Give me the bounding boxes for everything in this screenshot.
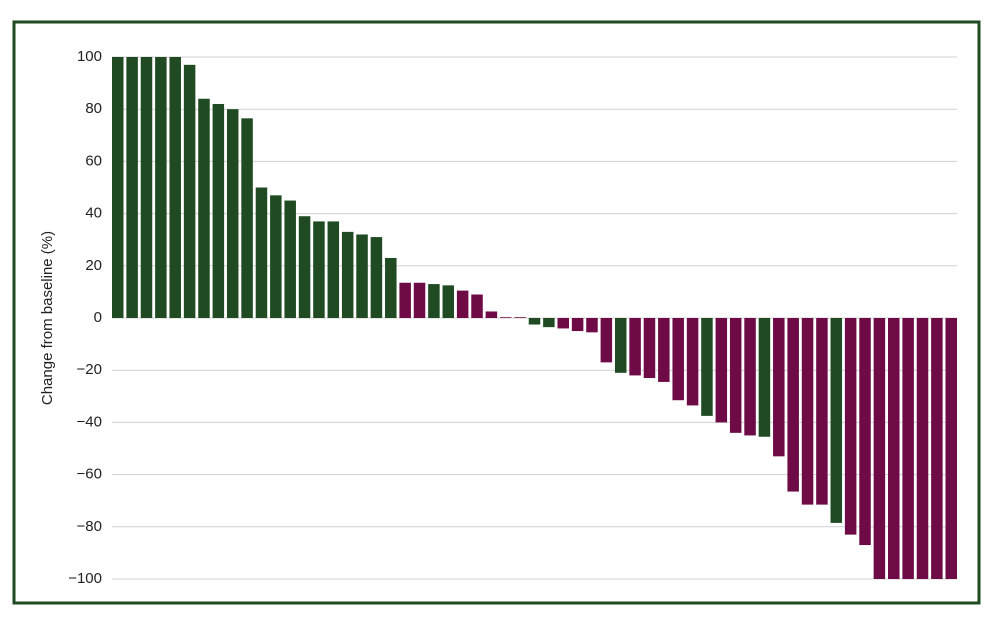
bar bbox=[500, 317, 512, 318]
bar bbox=[658, 318, 670, 382]
bar bbox=[456, 290, 469, 318]
bar bbox=[356, 234, 368, 318]
y-tick-label: 20 bbox=[85, 257, 102, 274]
bar bbox=[198, 98, 210, 318]
bar bbox=[226, 109, 239, 318]
bar bbox=[155, 57, 167, 318]
y-tick-label: 60 bbox=[85, 152, 102, 169]
bar bbox=[298, 216, 311, 318]
bar bbox=[284, 200, 296, 318]
bar bbox=[557, 318, 569, 329]
y-tick-label: 80 bbox=[85, 100, 102, 117]
bar bbox=[212, 103, 225, 318]
bar bbox=[370, 237, 383, 318]
bar bbox=[543, 318, 555, 328]
bar bbox=[801, 318, 814, 505]
bar bbox=[729, 318, 742, 433]
bar bbox=[528, 318, 541, 325]
bar bbox=[140, 57, 153, 318]
bar bbox=[744, 318, 756, 436]
bar bbox=[270, 195, 282, 318]
bar bbox=[888, 318, 900, 579]
y-tick-label: 0 bbox=[94, 309, 102, 326]
y-tick-label: −60 bbox=[77, 466, 102, 483]
bar bbox=[773, 318, 785, 457]
bar bbox=[686, 318, 699, 406]
bar bbox=[428, 284, 440, 318]
bar bbox=[629, 318, 641, 376]
bar bbox=[255, 187, 268, 318]
bar bbox=[873, 318, 886, 579]
bar bbox=[327, 221, 340, 318]
bar bbox=[931, 318, 943, 579]
bar bbox=[413, 282, 426, 318]
bar bbox=[859, 318, 871, 546]
bar bbox=[715, 318, 728, 423]
bar bbox=[571, 318, 584, 332]
bar bbox=[485, 311, 498, 318]
bar bbox=[844, 318, 857, 535]
bar bbox=[313, 221, 325, 318]
bar bbox=[758, 318, 771, 437]
bar bbox=[399, 282, 411, 318]
y-tick-label: −100 bbox=[68, 570, 102, 587]
bar bbox=[902, 318, 914, 579]
bar bbox=[183, 64, 196, 318]
y-tick-label: 100 bbox=[77, 48, 102, 65]
bar bbox=[787, 318, 799, 492]
bar bbox=[816, 318, 828, 505]
bar bbox=[945, 318, 957, 579]
bar bbox=[916, 318, 929, 579]
bar bbox=[112, 57, 124, 318]
y-tick-label: −40 bbox=[77, 413, 102, 430]
bar bbox=[241, 118, 253, 319]
bar bbox=[830, 318, 843, 523]
bar bbox=[586, 318, 598, 333]
bar bbox=[614, 318, 627, 373]
bar bbox=[514, 317, 526, 318]
bar bbox=[385, 257, 397, 318]
bar bbox=[126, 57, 138, 318]
bar bbox=[701, 318, 713, 416]
y-tick-label: 40 bbox=[85, 205, 102, 222]
bar bbox=[471, 294, 483, 318]
bar bbox=[442, 285, 455, 318]
bar bbox=[600, 318, 613, 363]
frame bbox=[12, 20, 981, 605]
y-tick-label: −20 bbox=[77, 361, 102, 378]
bar bbox=[643, 318, 656, 379]
y-tick-label: −80 bbox=[77, 518, 102, 535]
bar bbox=[672, 318, 684, 401]
bar bbox=[169, 57, 181, 318]
bar bbox=[341, 231, 354, 318]
y-axis-label: Change from baseline (%) bbox=[39, 231, 56, 405]
